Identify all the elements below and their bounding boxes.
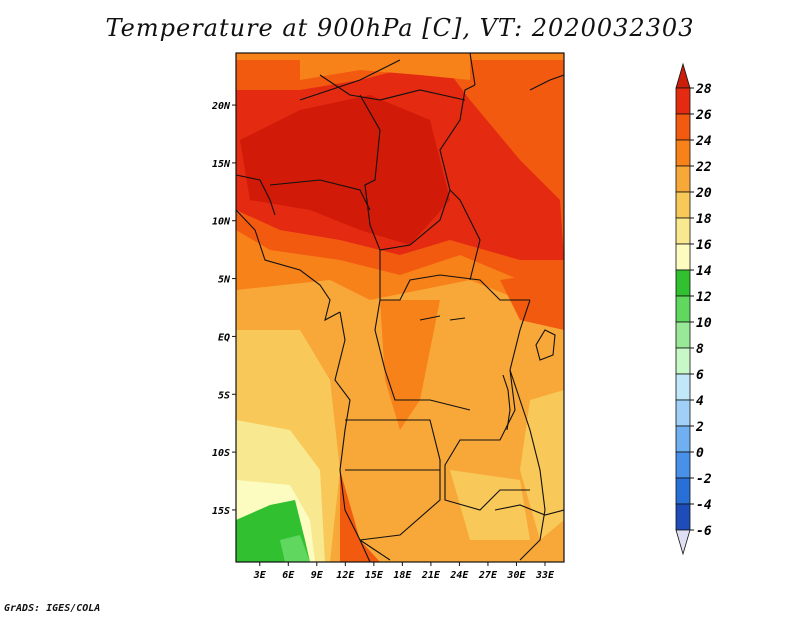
colorbar-label: 14	[696, 264, 712, 279]
colorbar-bottom-arrow	[675, 529, 691, 556]
colorbar-label: 4	[696, 394, 704, 409]
colorbar-label: 8	[696, 342, 704, 357]
y-axis: 20N 15N 10N 5N EQ 5S 10S 15S	[211, 101, 236, 517]
y-tick-label: 5N	[218, 275, 231, 286]
x-tick-label: 6E	[282, 570, 295, 581]
y-tick-label: 15N	[212, 159, 231, 170]
plot-frame	[235, 52, 565, 563]
colorbar-label: 22	[695, 160, 712, 175]
x-axis: 3E 6E 9E 12E 15E 18E 21E 24E 27E 30E 33E	[253, 562, 555, 581]
y-tick-label: 10S	[212, 448, 230, 459]
temperature-map	[236, 53, 564, 562]
colorbar-label: 20	[695, 186, 712, 201]
colorbar-label: -6	[696, 524, 712, 539]
x-tick-label: 33E	[535, 570, 555, 581]
x-tick-label: 27E	[478, 570, 498, 581]
colorbar-box	[675, 243, 691, 271]
colorbar-box	[675, 321, 691, 349]
colorbar-box	[675, 113, 691, 141]
y-tick-label: 20N	[211, 101, 231, 112]
y-tick-label: 5S	[218, 390, 230, 401]
colorbar-box	[675, 165, 691, 193]
colorbar-box	[675, 191, 691, 219]
chart-title: Temperature at 900hPa [C], VT: 202003230…	[105, 14, 695, 42]
y-tick-label: 10N	[212, 217, 231, 228]
colorbar-box	[675, 295, 691, 323]
colorbar-label: -2	[696, 472, 712, 487]
colorbar-label: 12	[696, 290, 712, 305]
y-tick-label: EQ	[218, 332, 230, 343]
x-tick-label: 12E	[336, 570, 355, 581]
colorbar-label: 0	[696, 446, 704, 461]
colorbar-label: -4	[696, 498, 712, 513]
colorbar-label: 18	[696, 212, 712, 227]
x-tick-label: 21E	[421, 570, 441, 581]
colorbar-label: 26	[695, 108, 712, 123]
y-tick-label: 15S	[212, 506, 230, 517]
colorbar-box	[675, 373, 691, 401]
x-tick-label: 15E	[365, 570, 384, 581]
x-tick-label: 30E	[506, 570, 526, 581]
colorbar-label: 28	[695, 82, 712, 97]
colorbar-box	[675, 87, 691, 115]
colorbar-box	[675, 217, 691, 245]
colorbar-box	[675, 139, 691, 167]
colorbar-box	[675, 347, 691, 375]
colorbar-box	[675, 477, 691, 505]
colorbar-box	[675, 399, 691, 427]
colorbar-top-arrow	[675, 62, 691, 89]
credit-label: GrADS: IGES/COLA	[4, 603, 101, 614]
colorbar-label: 6	[696, 368, 704, 383]
colorbar-box	[675, 425, 691, 453]
colorbar-box	[675, 503, 691, 531]
x-tick-label: 24E	[449, 570, 469, 581]
colorbar-label: 10	[696, 316, 712, 331]
colorbar-label: 2	[695, 420, 704, 435]
colorbar-label: 24	[695, 134, 712, 149]
colorbar-box	[675, 269, 691, 297]
x-tick-label: 3E	[253, 570, 267, 581]
x-tick-label: 18E	[393, 570, 412, 581]
x-tick-label: 9E	[311, 570, 324, 581]
colorbar-label: 16	[696, 238, 712, 253]
colorbar-box	[675, 451, 691, 479]
